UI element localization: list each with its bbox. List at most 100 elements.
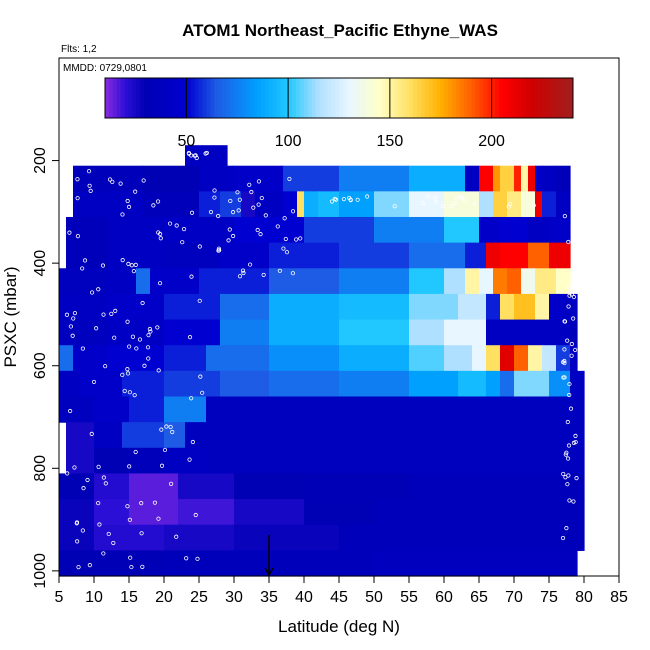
sample-point (453, 201, 458, 206)
y-tick-label: 1000 (32, 553, 49, 589)
colorbar-swatch (167, 78, 172, 118)
colorbar-swatch (491, 78, 496, 118)
heat-cell (234, 473, 305, 500)
sample-point (247, 182, 252, 187)
sample-point (156, 516, 161, 521)
heat-cell (374, 550, 578, 577)
sample-point (170, 429, 175, 435)
sample-point (101, 475, 106, 480)
sample-point (134, 346, 139, 351)
sample-point (127, 390, 132, 395)
sample-point (76, 564, 81, 570)
colorbar-swatch (300, 78, 305, 118)
sample-point (190, 439, 195, 445)
heat-cell (486, 345, 501, 372)
sample-point (228, 198, 233, 204)
heat-cell (66, 422, 95, 449)
sample-point (258, 232, 263, 237)
heat-cell (339, 524, 585, 551)
heat-cell (220, 370, 270, 398)
x-axis: 5 10 15 20 25 30 35 40 45 50 55 60 65 70 75 80 85 (55, 576, 628, 606)
colorbar-swatch (108, 78, 114, 118)
colorbar-swatch (315, 78, 320, 118)
sample-point (230, 210, 236, 215)
heat-cell (493, 191, 508, 218)
sample-point (565, 419, 570, 425)
colorbar-swatch (413, 78, 418, 118)
colorbar-swatch (140, 78, 145, 118)
sample-point (566, 239, 571, 245)
sample-point (129, 263, 134, 268)
colorbar-swatch (530, 78, 535, 118)
heat-cell (535, 165, 543, 192)
colorbar-swatch (522, 78, 527, 118)
sample-point (186, 150, 191, 156)
colorbar-swatch (159, 78, 164, 118)
sample-point (216, 246, 222, 251)
sample-point (212, 188, 217, 193)
heat-cell (108, 242, 165, 269)
colorbar-swatch (565, 78, 570, 118)
heat-cell (234, 524, 340, 551)
colorbar-swatch (350, 78, 356, 118)
colorbar-swatch (155, 78, 161, 118)
colorbar-swatch (378, 78, 383, 118)
colorbar-swatch (358, 78, 363, 118)
heat-cell (59, 370, 81, 398)
sample-point (103, 481, 108, 486)
heat-cell (129, 499, 179, 526)
x-tick-label: 40 (295, 589, 313, 606)
heat-cell (521, 191, 536, 218)
sample-point (569, 341, 574, 347)
sample-point (573, 440, 578, 445)
sample-point (68, 408, 73, 414)
sample-point (440, 204, 445, 209)
colorbar-swatch (424, 78, 430, 118)
marker-head (264, 567, 274, 577)
sample-point (80, 266, 85, 271)
sample-point (347, 195, 352, 201)
colorbar-swatch (436, 78, 441, 118)
heat-cell (542, 165, 557, 192)
colorbar-swatch (420, 78, 426, 118)
sample-point (567, 381, 572, 387)
sample-point (392, 204, 397, 209)
colorbar-swatch (526, 78, 531, 118)
colorbar-swatch (105, 78, 110, 118)
colorbar-swatch (194, 78, 200, 118)
heat-cell (66, 447, 95, 475)
colorbar-swatch (518, 78, 523, 118)
heat-cell (241, 191, 256, 218)
heat-cell (108, 216, 165, 244)
colorbar-swatch (381, 78, 387, 118)
sample-point (113, 308, 118, 313)
sample-point (125, 504, 130, 509)
colorbar-tick-label: 200 (478, 133, 505, 150)
x-tick-label: 5 (55, 589, 64, 606)
colorbar-swatch (202, 78, 207, 118)
sample-point (126, 204, 132, 210)
sample-point (133, 189, 138, 194)
sample-point (146, 356, 151, 361)
heat-cell (570, 370, 585, 398)
heat-cell (185, 422, 585, 449)
sample-point (355, 197, 360, 202)
sample-point (155, 325, 160, 330)
sample-point (89, 431, 94, 436)
sample-point (560, 535, 566, 541)
colorbar-swatch (452, 78, 457, 118)
heat-cell (234, 499, 305, 526)
y-axis: 200 400 600 800 1000 (32, 147, 59, 589)
sample-point (531, 203, 536, 208)
sample-point (434, 199, 439, 205)
x-tick-label: 15 (120, 589, 138, 606)
heat-cell (493, 165, 501, 192)
sample-point (571, 499, 576, 504)
heat-cell (269, 319, 340, 346)
heat-cell (150, 268, 200, 295)
x-tick-label: 45 (330, 589, 348, 606)
heat-cell (220, 319, 270, 346)
colorbar-swatch (385, 78, 391, 118)
heat-cell (94, 473, 130, 500)
heat-cell (570, 345, 578, 372)
